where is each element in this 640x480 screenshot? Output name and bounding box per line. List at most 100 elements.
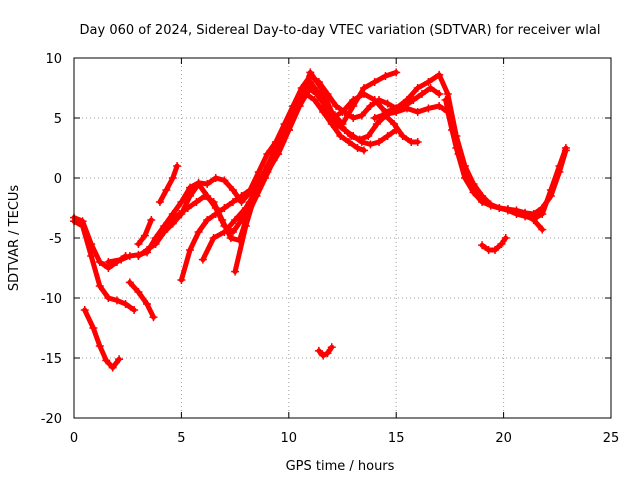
x-tick-label: 15 bbox=[388, 431, 405, 446]
data-point bbox=[443, 90, 452, 98]
data-point bbox=[402, 96, 411, 104]
data-point bbox=[383, 99, 392, 108]
data-point bbox=[491, 246, 500, 254]
data-point bbox=[218, 216, 227, 224]
data-point bbox=[495, 204, 504, 212]
data-point bbox=[435, 70, 444, 79]
data-point bbox=[347, 132, 356, 140]
data-point bbox=[241, 222, 250, 230]
data-point bbox=[78, 222, 87, 230]
data-point bbox=[355, 135, 364, 144]
data-point bbox=[143, 300, 152, 308]
data-point bbox=[237, 192, 246, 200]
data-point bbox=[226, 234, 235, 242]
data-point bbox=[460, 168, 469, 176]
data-point bbox=[263, 150, 272, 158]
data-point bbox=[104, 258, 113, 266]
series-track-12 bbox=[443, 97, 569, 222]
data-point bbox=[435, 90, 444, 98]
data-point bbox=[160, 228, 169, 236]
data-point bbox=[392, 68, 401, 77]
data-point bbox=[280, 120, 289, 128]
data-point bbox=[95, 342, 104, 350]
data-point bbox=[435, 102, 444, 110]
data-point bbox=[561, 144, 570, 152]
data-point bbox=[413, 108, 422, 116]
data-point bbox=[353, 144, 362, 152]
data-point bbox=[95, 258, 104, 266]
data-point bbox=[314, 346, 323, 355]
data-point bbox=[211, 210, 220, 218]
data-point bbox=[209, 234, 218, 242]
data-point bbox=[366, 102, 375, 110]
data-point bbox=[274, 144, 283, 152]
data-point bbox=[424, 78, 433, 86]
data-point bbox=[402, 104, 411, 113]
data-point bbox=[317, 90, 326, 98]
x-tick-label: 5 bbox=[177, 431, 185, 446]
x-tick-labels: 0 5 10 15 20 25 bbox=[70, 431, 619, 446]
series-track-03 bbox=[82, 307, 122, 371]
data-point bbox=[310, 96, 319, 104]
data-point bbox=[284, 126, 293, 134]
data-point bbox=[220, 228, 229, 236]
data-point bbox=[381, 110, 390, 119]
data-point bbox=[95, 282, 104, 290]
data-point bbox=[168, 174, 177, 182]
data-point bbox=[228, 186, 237, 194]
data-point bbox=[185, 192, 194, 200]
data-point bbox=[228, 198, 237, 206]
data-point bbox=[501, 234, 510, 242]
data-point bbox=[108, 363, 117, 372]
data-point bbox=[185, 246, 194, 254]
data-point bbox=[80, 306, 89, 314]
data-point bbox=[209, 198, 218, 206]
data-point bbox=[366, 140, 375, 149]
data-point bbox=[252, 186, 261, 194]
data-point bbox=[115, 355, 124, 364]
data-point bbox=[104, 294, 113, 302]
data-point bbox=[117, 255, 126, 264]
data-point bbox=[413, 138, 422, 146]
data-point bbox=[130, 306, 139, 314]
data-point bbox=[149, 313, 158, 322]
data-point bbox=[338, 120, 347, 128]
data-point bbox=[478, 195, 487, 204]
data-point bbox=[372, 120, 381, 128]
data-point bbox=[327, 114, 336, 122]
data-point bbox=[398, 132, 407, 140]
data-point bbox=[538, 225, 547, 234]
data-point bbox=[344, 138, 353, 146]
data-point bbox=[546, 186, 555, 194]
data-point bbox=[177, 198, 186, 206]
data-point bbox=[426, 84, 435, 92]
series-track-14 bbox=[157, 163, 180, 205]
data-point bbox=[183, 204, 192, 212]
y-tick-label: 5 bbox=[54, 112, 62, 127]
chart-title: Day 060 of 2024, Sidereal Day-to-day VTE… bbox=[80, 23, 601, 38]
data-point bbox=[448, 126, 457, 134]
series-track-04 bbox=[127, 279, 156, 320]
data-point bbox=[413, 84, 422, 92]
data-point bbox=[125, 252, 134, 260]
data-point bbox=[512, 210, 521, 218]
data-point bbox=[417, 90, 426, 98]
data-point bbox=[112, 296, 121, 305]
plot-frame bbox=[73, 57, 612, 419]
x-tick-label: 20 bbox=[495, 431, 512, 446]
data-point bbox=[241, 204, 250, 212]
data-point bbox=[201, 192, 210, 200]
data-point bbox=[349, 114, 358, 122]
data-point bbox=[194, 228, 203, 236]
data-point bbox=[370, 114, 379, 122]
data-point bbox=[134, 288, 143, 296]
data-point bbox=[390, 120, 399, 128]
data-point bbox=[424, 104, 433, 113]
data-point bbox=[125, 278, 134, 287]
x-tick-label: 10 bbox=[281, 431, 298, 446]
x-tick-label: 0 bbox=[70, 431, 78, 446]
data-point bbox=[454, 150, 463, 158]
data-point bbox=[503, 206, 512, 215]
series-track-07 bbox=[168, 85, 421, 243]
data-point bbox=[306, 84, 315, 92]
